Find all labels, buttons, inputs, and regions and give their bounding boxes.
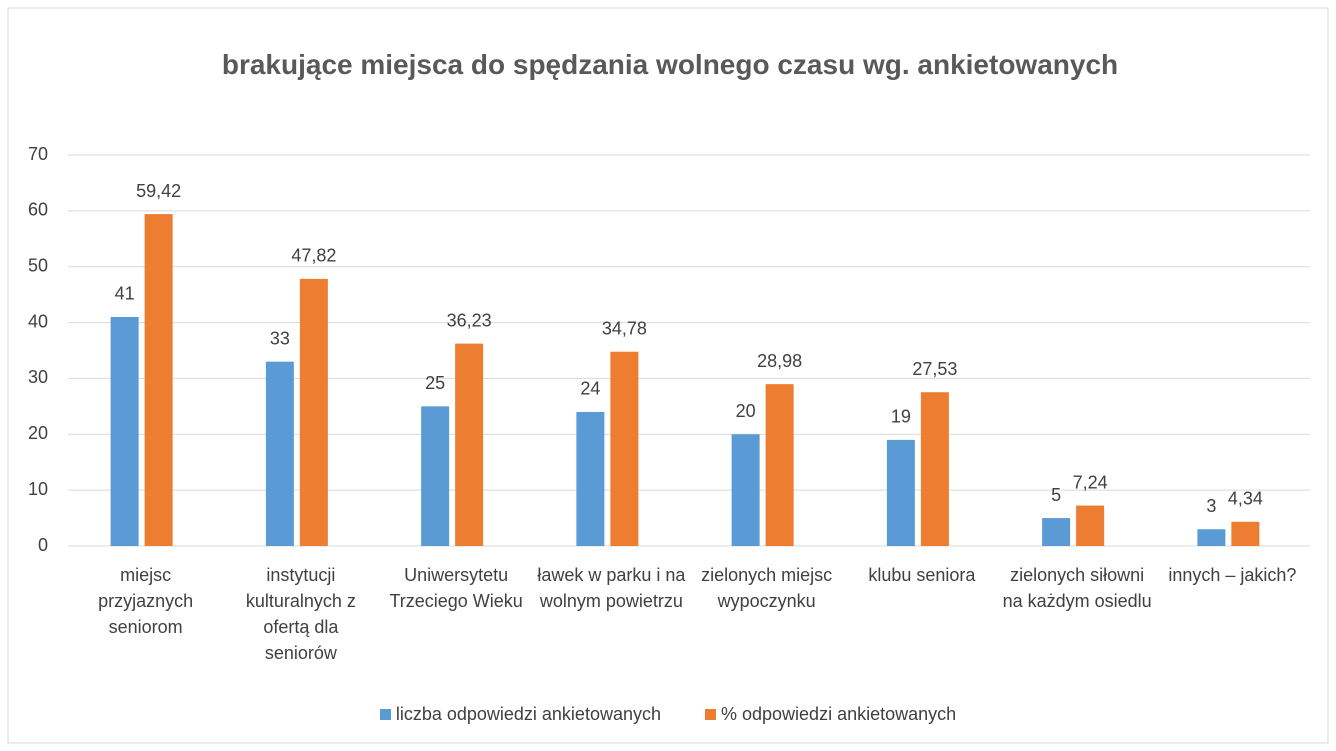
- legend-label: liczba odpowiedzi ankietowanych: [395, 704, 661, 724]
- chart-title: brakujące miejsca do spędzania wolnego c…: [221, 49, 1119, 80]
- data-label: 59,42: [136, 181, 181, 201]
- bar: [1076, 505, 1105, 546]
- data-label: 20: [736, 401, 756, 421]
- legend-label: % odpowiedzi ankietowanych: [721, 704, 957, 724]
- legend-swatch: [705, 709, 716, 720]
- y-tick-label: 0: [38, 535, 48, 555]
- legend-swatch: [379, 709, 391, 720]
- bar: [731, 434, 760, 546]
- data-label: 4,34: [1228, 489, 1263, 509]
- bar: [144, 214, 173, 546]
- data-label: 3: [1206, 496, 1216, 516]
- y-tick-label: 70: [28, 144, 48, 164]
- bar: [576, 411, 605, 546]
- data-label: 27,53: [912, 359, 957, 379]
- y-tick-label: 10: [28, 479, 48, 499]
- bar: [886, 439, 915, 546]
- x-tick-label: zielonych siłowni na każdym osiedlu: [1002, 565, 1152, 611]
- bar: [299, 278, 328, 546]
- bar: [110, 316, 139, 546]
- x-tick-label: klubu seniora: [868, 565, 976, 585]
- bar: [765, 384, 794, 546]
- bar: [1042, 518, 1071, 546]
- bar: [265, 361, 294, 546]
- bar: [455, 343, 484, 546]
- legend: liczba odpowiedzi ankietowanych % odpowie…: [0, 704, 1336, 725]
- data-label: 5: [1051, 485, 1061, 505]
- y-tick-label: 60: [28, 200, 48, 220]
- data-label: 41: [115, 284, 135, 304]
- bar: [421, 406, 450, 546]
- data-label: 24: [580, 379, 600, 399]
- data-label: 34,78: [602, 318, 647, 338]
- y-tick-label: 30: [28, 367, 48, 387]
- x-tick-label: innych – jakich?: [1168, 565, 1297, 585]
- x-tick-label: miejsc przyjaznych seniorom: [98, 565, 194, 637]
- y-tick-label: 40: [28, 311, 48, 331]
- chart-border: [7, 7, 1329, 744]
- x-tick-label: ławek w parku i na wolnym powietrzu: [537, 565, 686, 611]
- data-label: 33: [270, 328, 290, 348]
- bar: [1231, 521, 1260, 546]
- y-tick-label: 50: [28, 255, 48, 275]
- data-label: 28,98: [757, 351, 802, 371]
- data-label: 36,23: [447, 310, 492, 330]
- bar: [610, 351, 639, 546]
- bar: [920, 392, 949, 546]
- x-tick-label: instytucji kulturalnych z ofertą dla sen…: [245, 565, 356, 663]
- x-tick-label: zielonych miejsc wypoczynku: [701, 565, 833, 611]
- legend-item: liczba odpowiedzi ankietowanych: [379, 704, 661, 725]
- data-label: 19: [891, 407, 911, 427]
- data-label: 25: [425, 373, 445, 393]
- x-tick-label: Uniwersytetu Trzeciego Wieku: [389, 565, 523, 611]
- y-tick-label: 20: [28, 423, 48, 443]
- data-label: 7,24: [1073, 472, 1108, 492]
- data-label: 47,82: [291, 246, 336, 266]
- legend-item: % odpowiedzi ankietowanych: [705, 704, 956, 725]
- bar: [1197, 529, 1226, 546]
